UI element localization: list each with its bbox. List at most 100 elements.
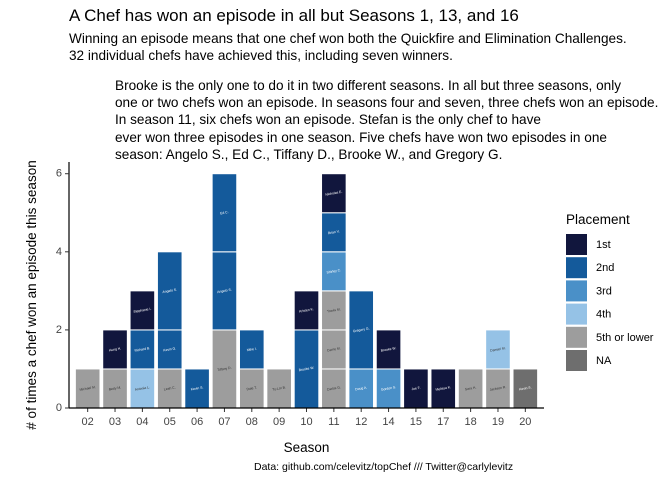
bar-label: Mike I. [247, 347, 258, 353]
bar-label: Gordon S. [381, 385, 397, 392]
legend-label: 3rd [596, 285, 612, 297]
bar-segment [321, 329, 347, 370]
bar-segment [512, 368, 539, 409]
bar-label: Nicholas E. [325, 190, 343, 197]
annotation-line: ever won three episodes in one season. F… [115, 129, 607, 145]
bar-label: Brooke W. [381, 346, 397, 353]
bar-label: Tiffany D. [217, 366, 232, 372]
x-tick-label: 08 [246, 416, 258, 428]
bar-segment [321, 212, 347, 253]
x-tick-label: 17 [437, 416, 449, 428]
bar-label: Doug A. [355, 385, 368, 391]
bar-label: Gregory G. [353, 326, 370, 333]
bar-label: Dale T. [246, 386, 257, 392]
bar-label: Antonia L. [135, 385, 151, 392]
bar-segment [129, 368, 156, 409]
bar-label: Jackson R. [489, 385, 506, 392]
bar-segment [375, 329, 402, 370]
legend-label: 1st [596, 239, 611, 251]
bar-label: Carrie M. [327, 346, 341, 352]
legend-swatch [566, 257, 587, 279]
axes-layer: 02 03 04 05 06 07 08 09 10 11 12 14 15 17 18 19 200246Se… [24, 160, 544, 455]
x-tick-label: 04 [136, 416, 148, 428]
bar-label: Sara H. [465, 386, 477, 392]
legend-swatch [566, 350, 587, 371]
x-axis-title: Season [284, 440, 330, 455]
bar-label: Joe F. [411, 386, 421, 392]
bar-segment [485, 329, 511, 370]
bar-segment [211, 251, 238, 331]
x-tick-label: 07 [218, 416, 230, 428]
x-tick-label: 14 [382, 416, 394, 428]
bar-segment [348, 290, 375, 370]
x-tick-label: 18 [464, 416, 476, 428]
bar-label: Angelo S. [217, 288, 232, 295]
legend-swatch [566, 234, 587, 255]
bars-layer: Michael M. Betty M. Hung H. Antonia L. Richa… [74, 173, 539, 409]
bar-segment [238, 329, 265, 370]
bar-segment [321, 290, 347, 331]
bar-segment [430, 368, 457, 409]
bar-label: Angelo S. [162, 288, 177, 295]
bar-segment [129, 329, 156, 370]
bar-segment [321, 251, 347, 292]
x-tick-label: 12 [355, 416, 367, 428]
bar-label: Brooke W. [298, 366, 314, 373]
legend-label: 2nd [596, 262, 614, 274]
x-tick-label: 11 [328, 416, 339, 428]
caption: Data: github.com/celevitz/topChef /// Tw… [254, 461, 514, 473]
bar-segment [129, 290, 156, 331]
bar-label: Richard B. [134, 346, 150, 353]
y-tick-label: 0 [56, 402, 62, 414]
bar-segment [403, 368, 429, 409]
bar-label: Kevin S. [519, 385, 532, 391]
legend-swatch [566, 303, 587, 325]
x-tick-label: 09 [273, 416, 285, 428]
y-axis-title: # of times a chef won an episode this se… [24, 160, 39, 429]
legend-title: Placement [566, 212, 630, 227]
bar-label: Travis M. [327, 307, 341, 313]
x-tick-label: 15 [410, 416, 422, 428]
bar-label: Stephanie I. [133, 307, 152, 314]
bar-label: Kristen K. [299, 307, 314, 314]
x-tick-label: 20 [519, 416, 531, 428]
bar-segment [156, 251, 183, 331]
annotation-line: season: Angelo S., Ed C., Tiffany D., Br… [115, 146, 503, 162]
bar-segment [156, 329, 183, 370]
bar-label: Betty M. [109, 385, 122, 391]
subtitle-line: Winning an episode means that one chef w… [69, 31, 627, 46]
bar-label: Ty-Lor B. [272, 385, 286, 391]
legend-swatch [566, 280, 587, 302]
legend-label: NA [596, 355, 612, 367]
y-tick-label: 6 [56, 168, 62, 180]
x-tick-label: 10 [300, 416, 312, 428]
bar-label: Kevin G. [163, 346, 177, 352]
bar-label: Michael M. [79, 385, 96, 392]
y-tick-label: 2 [56, 324, 62, 336]
bar-label: Shirley C. [326, 268, 341, 275]
bar-label: Melissa K. [435, 385, 451, 392]
x-tick-label: 02 [82, 416, 94, 428]
chart-subtitle: Winning an episode means that one chef w… [69, 30, 627, 64]
annotation-line: one or two chefs won an episode. In seas… [115, 95, 659, 111]
bar-segment [321, 173, 347, 214]
bar-segment [211, 173, 238, 253]
bar-label: Leah C. [164, 385, 176, 391]
legend-label: 4th [596, 309, 611, 321]
chart-annotation: Brooke is the only one to do it in two d… [115, 77, 658, 163]
y-tick-label: 4 [56, 246, 62, 258]
bar-label: Kevin S. [191, 385, 204, 391]
bar-label: Ed C. [220, 210, 229, 215]
bar-label: Carlos G. [326, 385, 341, 391]
x-tick-label: 05 [164, 416, 176, 428]
x-tick-label: 03 [109, 416, 121, 428]
legend: Placement 1st 2nd 3rd 4th 5th or lower NA [566, 212, 654, 371]
legend-swatch [566, 326, 587, 348]
bar-segment [102, 329, 128, 370]
annotation-line: Brooke is the only one to do it in two d… [115, 78, 622, 93]
legend-label: 5th or lower [596, 332, 654, 344]
x-tick-label: 19 [492, 416, 504, 428]
bar-segment [321, 368, 347, 409]
bar-segment [485, 368, 511, 409]
